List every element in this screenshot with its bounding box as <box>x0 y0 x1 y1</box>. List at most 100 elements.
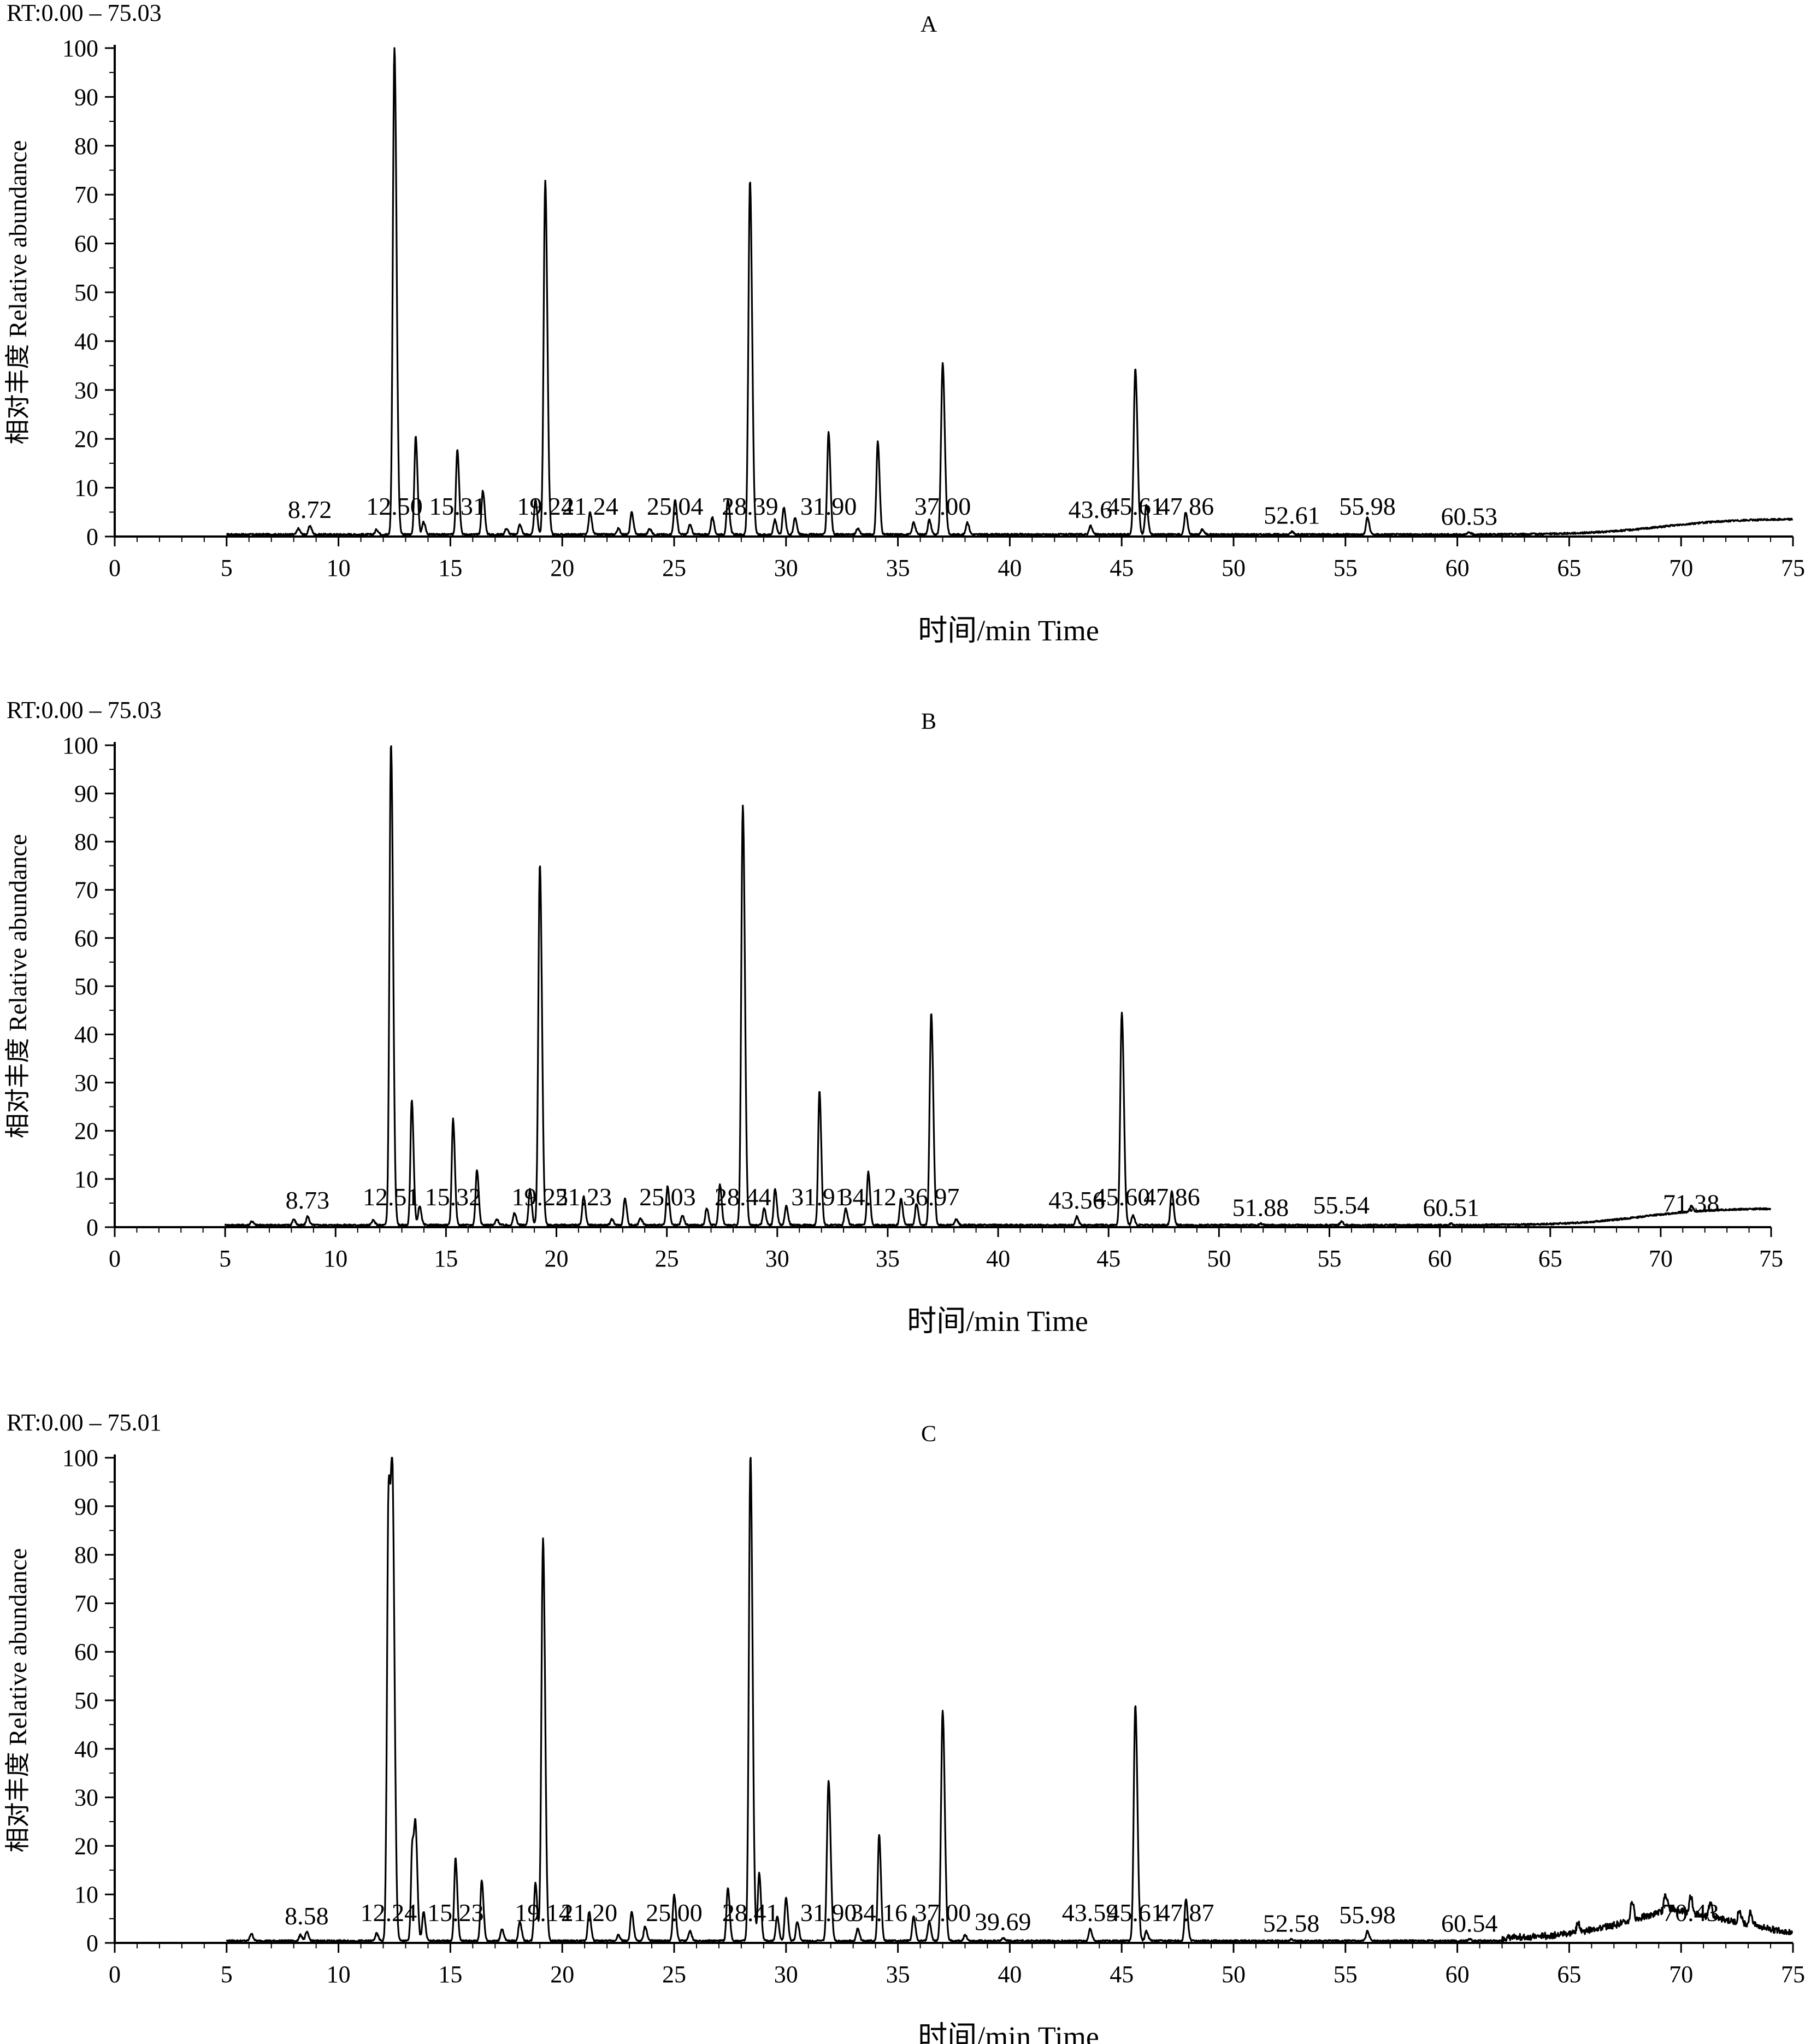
y-tick-label: 90 <box>74 84 98 110</box>
y-tick-label: 10 <box>74 1166 98 1193</box>
x-tick-label: 35 <box>876 1245 900 1272</box>
y-tick-label: 30 <box>74 377 98 404</box>
x-tick-label: 50 <box>1222 555 1246 581</box>
y-tick-label: 90 <box>74 780 98 807</box>
y-tick-label: 100 <box>62 1445 98 1471</box>
x-tick-label: 35 <box>886 1961 910 1988</box>
x-tick-label: 30 <box>765 1245 789 1272</box>
peak-label: 45.61 <box>1107 492 1164 520</box>
x-tick-label: 25 <box>662 1961 686 1988</box>
peak-label: 52.61 <box>1264 502 1320 529</box>
chromatogram-trace <box>224 745 1772 1227</box>
peak-label: 25.03 <box>639 1183 696 1211</box>
y-tick-label: 40 <box>74 1021 98 1048</box>
peak-label: 55.98 <box>1339 492 1396 520</box>
peak-label: 31.90 <box>800 1899 857 1927</box>
peak-label: 60.53 <box>1441 502 1498 530</box>
x-tick-label: 5 <box>221 555 233 581</box>
peak-label: 34.16 <box>851 1899 907 1927</box>
x-tick-label: 45 <box>1110 555 1134 581</box>
x-tick-label: 15 <box>438 1961 462 1988</box>
peak-label: 47.86 <box>1158 492 1214 520</box>
peak-label: 34.12 <box>840 1183 897 1211</box>
rt-range-label: RT:0.00 – 75.01 <box>7 1409 162 1436</box>
peak-label: 25.04 <box>647 492 704 520</box>
x-tick-label: 30 <box>774 555 798 581</box>
y-tick-label: 100 <box>62 732 98 759</box>
panel-label: B <box>921 709 936 734</box>
peak-label: 15.23 <box>427 1899 484 1927</box>
y-tick-label: 60 <box>74 1639 98 1665</box>
y-tick-label: 10 <box>74 1881 98 1908</box>
peak-label: 37.00 <box>915 492 971 520</box>
x-tick-label: 15 <box>438 555 462 581</box>
y-tick-label: 80 <box>74 133 98 160</box>
x-tick-label: 25 <box>662 555 686 581</box>
y-tick-label: 30 <box>74 1784 98 1811</box>
x-tick-label: 75 <box>1781 555 1805 581</box>
peak-label: 15.31 <box>429 492 486 520</box>
x-tick-label: 75 <box>1781 1961 1805 1988</box>
x-tick-label: 40 <box>986 1245 1010 1272</box>
peak-label: 60.51 <box>1423 1193 1479 1221</box>
x-axis-label: 时间/min Time <box>907 1305 1088 1338</box>
x-tick-label: 10 <box>327 555 351 581</box>
peak-label: 39.69 <box>975 1908 1031 1936</box>
y-tick-label: 0 <box>86 523 98 550</box>
peak-label: 43.56 <box>1048 1186 1105 1214</box>
y-tick-label: 80 <box>74 828 98 855</box>
y-axis-label: 相对丰度 Relative abundance <box>4 834 32 1139</box>
peak-label: 43.6 <box>1069 496 1113 523</box>
x-tick-label: 0 <box>109 1961 121 1988</box>
x-tick-label: 0 <box>109 1245 121 1272</box>
peak-label: 25.00 <box>646 1899 703 1927</box>
x-tick-label: 5 <box>221 1961 233 1988</box>
x-tick-label: 30 <box>774 1961 798 1988</box>
y-tick-label: 60 <box>74 231 98 257</box>
y-tick-label: 50 <box>74 973 98 1000</box>
peak-label: 21.24 <box>562 492 618 520</box>
chromatogram-panel-b: RT:0.00 – 75.03 B 相对丰度 Relative abundance 时… <box>4 697 1783 1338</box>
y-axis-label: 相对丰度 Relative abundance <box>4 1548 32 1853</box>
peak-label: 31.90 <box>800 492 857 520</box>
peak-label: 45.61 <box>1107 1899 1164 1927</box>
peak-label: 51.88 <box>1232 1193 1289 1221</box>
x-tick-label: 45 <box>1110 1961 1134 1988</box>
x-tick-label: 15 <box>434 1245 458 1272</box>
peak-label: 47.86 <box>1143 1183 1200 1211</box>
y-tick-label: 40 <box>74 328 98 355</box>
y-tick-label: 10 <box>74 475 98 502</box>
y-tick-label: 50 <box>74 279 98 306</box>
x-tick-label: 40 <box>998 555 1022 581</box>
x-tick-label: 40 <box>998 1961 1022 1988</box>
peak-label: 19.14 <box>515 1899 571 1927</box>
panel-label: C <box>921 1422 936 1447</box>
y-tick-label: 20 <box>74 1833 98 1859</box>
peak-label: 36.97 <box>903 1183 960 1211</box>
peak-label: 8.73 <box>286 1186 330 1214</box>
peak-label: 52.58 <box>1263 1909 1320 1937</box>
y-tick-label: 50 <box>74 1687 98 1714</box>
peak-label: 8.58 <box>285 1902 329 1930</box>
y-tick-label: 70 <box>74 1590 98 1617</box>
peak-label: 55.98 <box>1339 1901 1396 1929</box>
peak-label: 28.41 <box>722 1899 779 1927</box>
y-tick-label: 80 <box>74 1542 98 1569</box>
peak-label: 28.44 <box>715 1183 771 1211</box>
chromatogram-panel-a: RT:0.00 – 75.03 A 相对丰度 Relative abundance 时… <box>4 0 1805 647</box>
y-tick-label: 70 <box>74 181 98 208</box>
peak-label: 43.59 <box>1062 1899 1119 1927</box>
y-tick-label: 20 <box>74 426 98 452</box>
x-tick-label: 55 <box>1317 1245 1341 1272</box>
peak-label: 19.25 <box>511 1183 568 1211</box>
peak-label: 8.72 <box>288 496 332 523</box>
chromatogram-trace <box>226 47 1794 537</box>
peak-label: 12.51 <box>363 1183 420 1211</box>
peak-label: 70.43 <box>1662 1899 1719 1927</box>
x-tick-label: 0 <box>109 555 121 581</box>
peak-label: 60.54 <box>1441 1909 1498 1937</box>
y-tick-label: 40 <box>74 1736 98 1763</box>
peak-label: 12.50 <box>366 492 423 520</box>
x-axis-label: 时间/min Time <box>918 614 1099 647</box>
y-tick-label: 0 <box>86 1214 98 1241</box>
